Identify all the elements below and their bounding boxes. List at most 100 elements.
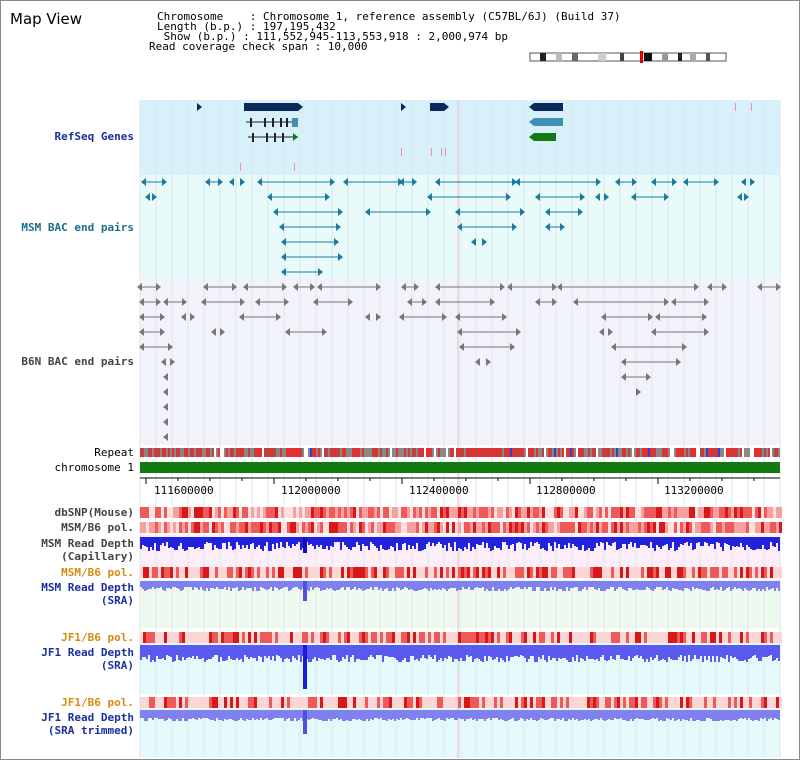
polymorphism-cell bbox=[674, 697, 677, 708]
read-depth-bar bbox=[702, 581, 704, 590]
read-depth-bar bbox=[234, 537, 236, 549]
polymorphism-cell bbox=[416, 507, 419, 518]
read-depth-bar bbox=[762, 710, 764, 719]
polymorphism-cell bbox=[767, 697, 770, 708]
polymorphism-cell bbox=[401, 697, 404, 708]
read-depth-bar bbox=[604, 581, 606, 591]
polymorphism-cell bbox=[746, 697, 749, 708]
read-depth-bar bbox=[702, 710, 704, 721]
read-depth-bar bbox=[446, 645, 448, 659]
repeat-segment bbox=[178, 448, 180, 457]
read-depth-bar bbox=[692, 537, 694, 550]
read-depth-bar bbox=[664, 581, 666, 589]
read-depth-spike bbox=[303, 581, 307, 601]
bac-end-marker bbox=[427, 193, 432, 201]
polymorphism-cell bbox=[239, 697, 242, 708]
polymorphism-cell bbox=[263, 507, 266, 518]
polymorphism-cell bbox=[341, 507, 344, 518]
read-depth-bar bbox=[666, 537, 668, 544]
polymorphism-cell bbox=[272, 507, 275, 518]
polymorphism-cell bbox=[500, 632, 503, 643]
polymorphism-cell bbox=[425, 522, 428, 533]
polymorphism-cell bbox=[305, 632, 308, 643]
polymorphism-cell bbox=[236, 567, 239, 578]
read-depth-bar bbox=[330, 581, 332, 588]
repeat-segment bbox=[428, 448, 430, 457]
polymorphism-cell bbox=[488, 507, 491, 518]
read-depth-bar bbox=[214, 645, 216, 655]
polymorphism-cell bbox=[308, 522, 311, 533]
read-depth-bar bbox=[468, 645, 470, 657]
read-depth-bar bbox=[372, 710, 374, 720]
read-depth-bar bbox=[636, 581, 638, 589]
read-depth-bar bbox=[520, 645, 522, 655]
polymorphism-cell bbox=[443, 697, 446, 708]
polymorphism-cell bbox=[599, 567, 602, 578]
read-depth-bar bbox=[282, 581, 284, 588]
repeat-segment bbox=[376, 448, 378, 457]
polymorphism-cell bbox=[341, 632, 344, 643]
polymorphism-cell bbox=[368, 697, 371, 708]
bac-end-marker bbox=[741, 178, 746, 186]
read-depth-bar bbox=[676, 581, 678, 589]
read-depth-bar bbox=[370, 537, 372, 542]
read-depth-bar bbox=[414, 581, 416, 591]
read-depth-bar bbox=[164, 710, 166, 721]
read-depth-bar bbox=[692, 710, 694, 721]
repeat-segment bbox=[386, 448, 388, 457]
read-depth-bar bbox=[720, 537, 722, 547]
ideogram bbox=[530, 53, 726, 61]
read-depth-bar bbox=[280, 710, 282, 718]
repeat-segment bbox=[242, 448, 244, 457]
read-depth-bar bbox=[226, 537, 228, 549]
polymorphism-cell bbox=[314, 632, 317, 643]
polymorphism-cell bbox=[203, 632, 206, 643]
polymorphism-cell bbox=[509, 522, 512, 533]
read-depth-bar bbox=[592, 537, 594, 551]
polymorphism-cell bbox=[590, 697, 593, 708]
bac-end-marker bbox=[694, 283, 699, 291]
gene-mark bbox=[445, 148, 446, 156]
polymorphism-cell bbox=[275, 522, 278, 533]
read-depth-bar bbox=[186, 581, 188, 587]
read-depth-bar bbox=[772, 581, 774, 588]
repeat-segment bbox=[230, 448, 232, 457]
repeat-segment bbox=[416, 448, 418, 457]
polymorphism-cell bbox=[677, 632, 680, 643]
read-depth-bar bbox=[212, 710, 214, 720]
polymorphism-cell bbox=[764, 697, 767, 708]
read-depth-bar bbox=[508, 645, 510, 661]
read-depth-bar bbox=[258, 710, 260, 720]
polymorphism-cell bbox=[371, 522, 374, 533]
read-depth-bar bbox=[700, 710, 702, 721]
read-depth-bar bbox=[198, 581, 200, 590]
read-depth-bar bbox=[314, 645, 316, 657]
repeat-segment bbox=[538, 448, 540, 457]
bac-end-marker bbox=[281, 268, 286, 276]
polymorphism-cell bbox=[551, 507, 554, 518]
read-depth-bar bbox=[558, 581, 560, 589]
polymorphism-cell bbox=[515, 567, 518, 578]
polymorphism-cell bbox=[683, 632, 686, 643]
polymorphism-cell bbox=[506, 632, 509, 643]
repeat-segment bbox=[710, 448, 712, 457]
polymorphism-cell bbox=[719, 697, 722, 708]
repeat-segment bbox=[602, 448, 604, 457]
read-depth-bar bbox=[182, 710, 184, 718]
polymorphism-cell bbox=[626, 522, 629, 533]
repeat-segment bbox=[458, 448, 460, 457]
read-depth-bar bbox=[222, 645, 224, 661]
read-depth-bar bbox=[448, 581, 450, 589]
polymorphism-cell bbox=[566, 507, 569, 518]
polymorphism-cell bbox=[668, 632, 671, 643]
read-depth-bar bbox=[468, 537, 470, 543]
read-depth-bar bbox=[572, 710, 574, 718]
repeat-segment bbox=[740, 448, 742, 457]
read-depth-bar bbox=[494, 710, 496, 718]
repeat-segment bbox=[162, 448, 164, 457]
polymorphism-cell bbox=[365, 522, 368, 533]
read-depth-bar bbox=[494, 537, 496, 546]
read-depth-bar bbox=[752, 537, 754, 550]
polymorphism-cell bbox=[551, 522, 554, 533]
